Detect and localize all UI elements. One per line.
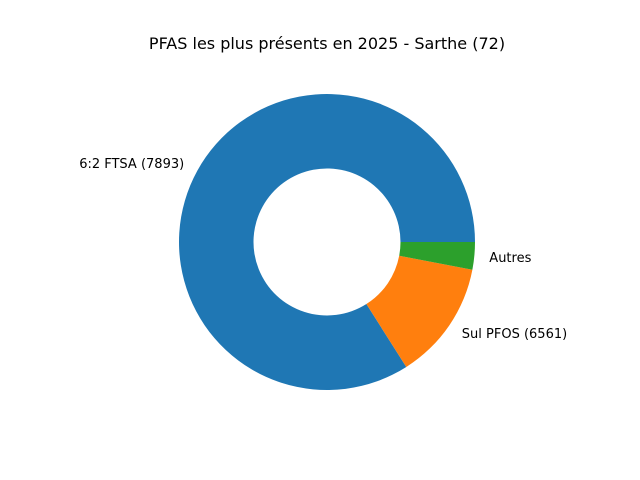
slices-group (178, 93, 475, 391)
slice-label-6-2-ftsa-7893: 6:2 FTSA (7893) (79, 157, 184, 172)
slice-sul-pfos-6561 (366, 255, 473, 367)
labels-group: 6:2 FTSA (7893) Sul PFOS (6561) Autres (79, 157, 567, 342)
slice-6-2-ftsa-7893 (178, 93, 475, 391)
slice-label-sul-pfos-6561: Sul PFOS (6561) (462, 327, 567, 342)
slice-autres (399, 242, 475, 270)
chart-title: PFAS les plus présents en 2025 - Sarthe … (149, 34, 505, 53)
slice-label-autres: Autres (489, 251, 531, 266)
